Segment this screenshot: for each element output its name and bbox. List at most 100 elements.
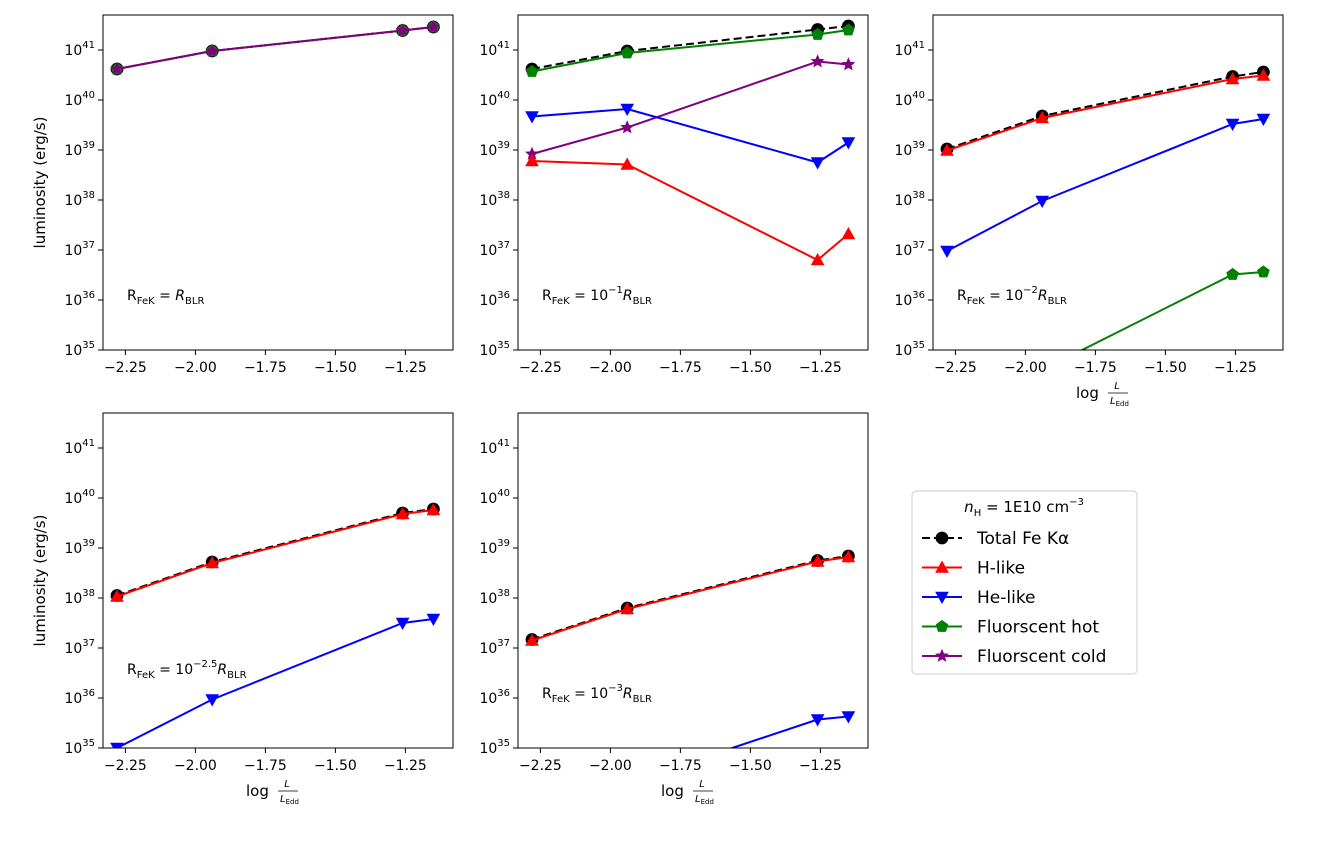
series-line-helike bbox=[531, 107, 849, 164]
series-line-helike bbox=[946, 118, 1264, 252]
y-tick-label: 1037 bbox=[479, 638, 510, 657]
series-line-fhot bbox=[531, 29, 849, 73]
series-line-total bbox=[116, 26, 434, 70]
point-helike bbox=[1035, 195, 1050, 209]
panel-2: 1035 1036 1037 1038 1039 1040 1041 −2.25 −2.00 −1… bbox=[479, 14, 869, 376]
panel-5: 1035 1036 1037 1038 1039 1040 1041 −2.25 −2.00 −1… bbox=[479, 412, 869, 806]
x-tick-label: −1.50 bbox=[729, 758, 772, 774]
y-tick-label: 1038 bbox=[64, 190, 95, 209]
x-axis-label: log L LEdd bbox=[246, 779, 299, 806]
point-fcold bbox=[205, 43, 220, 57]
legend-label: Fluorscent hot bbox=[977, 618, 1099, 638]
panel-4: 1035 1036 1037 1038 1039 1040 1041 −2.25 −2.00 −1… bbox=[31, 412, 454, 806]
x-tick-label: −1.25 bbox=[384, 758, 427, 774]
point-helike bbox=[810, 714, 825, 727]
series-line-hlike bbox=[531, 160, 850, 262]
y-tick-label: 1035 bbox=[479, 340, 510, 359]
svg-text:LEdd: LEdd bbox=[695, 794, 714, 806]
x-tick-label: −1.75 bbox=[659, 360, 702, 376]
x-tick-label: −2.25 bbox=[934, 360, 977, 376]
x-tick-label: −1.50 bbox=[314, 360, 357, 376]
y-tick-label: 1038 bbox=[894, 190, 925, 209]
y-tick-label: 1036 bbox=[894, 290, 925, 309]
x-tick-label: −2.25 bbox=[519, 758, 562, 774]
point-hlike bbox=[1035, 110, 1050, 124]
y-tick-label: 1040 bbox=[64, 90, 95, 109]
point-fhot bbox=[811, 27, 824, 40]
point-helike bbox=[841, 711, 856, 724]
axes-frame bbox=[517, 412, 869, 749]
point-hlike bbox=[426, 502, 441, 516]
point-hlike bbox=[810, 554, 825, 567]
point-hlike bbox=[395, 506, 410, 520]
point-fhot bbox=[941, 419, 952, 430]
y-tick-label: 1036 bbox=[479, 290, 510, 309]
x-tick-label: −1.25 bbox=[1214, 360, 1257, 376]
point-fcold bbox=[620, 120, 635, 134]
x-tick-label: −2.00 bbox=[589, 758, 632, 774]
legend-marker-fcold bbox=[935, 648, 949, 662]
x-axis-label: log L LEdd bbox=[661, 779, 714, 806]
legend-marker-hlike bbox=[935, 560, 949, 573]
point-helike bbox=[395, 617, 410, 631]
y-tick-label: 1035 bbox=[64, 738, 95, 757]
y-tick-label: 1041 bbox=[894, 40, 925, 59]
point-hlike bbox=[620, 601, 635, 615]
legend-label: Total Fe Kα bbox=[976, 529, 1069, 549]
point-fhot bbox=[1257, 265, 1270, 278]
legend-label: He-like bbox=[977, 588, 1036, 608]
x-tick-label: −1.25 bbox=[799, 360, 842, 376]
y-tick-label: 1035 bbox=[479, 738, 510, 757]
panel-annotation: RFeK = 10−3RBLR bbox=[542, 683, 652, 705]
x-tick-label: −1.25 bbox=[384, 360, 427, 376]
axes-frame bbox=[102, 412, 454, 749]
axes-frame bbox=[102, 14, 454, 351]
point-helike bbox=[426, 613, 441, 627]
point-hlike bbox=[110, 589, 124, 602]
panel-1: 1035 1036 1037 1038 1039 1040 1041 −2.25 −2.00 −1… bbox=[31, 14, 454, 376]
svg-text:log: log bbox=[1076, 384, 1099, 402]
series-line-total bbox=[531, 555, 849, 641]
y-tick-label: 1038 bbox=[479, 190, 510, 209]
y-tick-label: 1039 bbox=[479, 538, 510, 557]
series-line-fcold bbox=[531, 60, 849, 155]
panel-annotation: RFeK = 10−1RBLR bbox=[542, 285, 652, 307]
y-tick-label: 1038 bbox=[64, 588, 95, 607]
point-hlike bbox=[810, 252, 825, 266]
panel-annotation: RFeK = 10−2RBLR bbox=[957, 285, 1067, 307]
svg-text:L: L bbox=[699, 779, 705, 790]
point-hlike bbox=[940, 143, 954, 156]
legend-label: Fluorscent cold bbox=[977, 647, 1106, 667]
y-tick-label: 1037 bbox=[894, 240, 925, 259]
x-tick-label: −2.25 bbox=[104, 758, 147, 774]
legend-entry-fcold: Fluorscent cold bbox=[922, 647, 1106, 667]
y-tick-label: 1041 bbox=[479, 438, 510, 457]
point-fhot bbox=[842, 23, 855, 36]
y-tick-label: 1039 bbox=[64, 538, 95, 557]
panel-3: 1035 1036 1037 1038 1039 1040 1041 −2.25 −2.00 −1… bbox=[894, 14, 1284, 430]
axes-frame bbox=[517, 14, 869, 351]
y-axis-label: luminosity (erg/s) bbox=[31, 117, 49, 249]
y-tick-label: 1035 bbox=[894, 340, 925, 359]
x-tick-label: −1.75 bbox=[244, 758, 287, 774]
y-tick-label: 1040 bbox=[479, 90, 510, 109]
point-hlike bbox=[205, 555, 220, 569]
svg-text:log: log bbox=[661, 782, 684, 800]
point-fcold bbox=[395, 23, 410, 37]
legend: nH = 1E10 cm−3 Total Fe Kα H-like He-like F… bbox=[911, 490, 1138, 675]
legend-entry-total: Total Fe Kα bbox=[922, 529, 1069, 549]
point-fcold bbox=[110, 61, 124, 75]
y-tick-label: 1036 bbox=[479, 688, 510, 707]
y-axis-label: luminosity (erg/s) bbox=[31, 515, 49, 647]
point-fhot bbox=[620, 46, 634, 59]
y-tick-label: 1039 bbox=[64, 140, 95, 159]
point-helike bbox=[940, 245, 954, 259]
x-tick-label: −2.00 bbox=[1004, 360, 1047, 376]
y-tick-label: 1038 bbox=[479, 588, 510, 607]
point-fhot bbox=[525, 64, 539, 77]
point-helike bbox=[841, 137, 856, 150]
series-line-fcold bbox=[116, 26, 434, 70]
y-tick-label: 1040 bbox=[64, 488, 95, 507]
y-tick-label: 1041 bbox=[64, 438, 95, 457]
